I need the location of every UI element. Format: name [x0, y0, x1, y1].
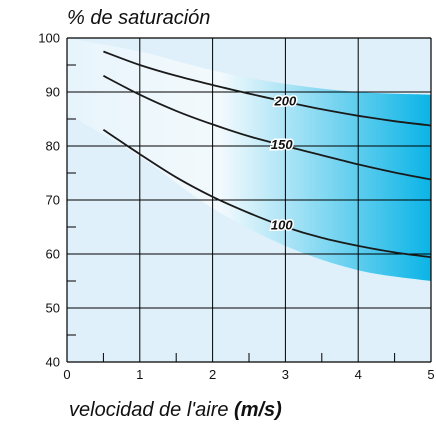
curve-label-150: 150 [271, 137, 293, 152]
curve-200 [103, 50, 432, 127]
y-tick-label: 50 [46, 301, 60, 316]
x-tick-label: 3 [282, 367, 289, 382]
saturation-band [67, 38, 431, 281]
curve-label-200: 200 [274, 94, 297, 109]
x-axis-label-text: velocidad de l'aire [69, 399, 234, 421]
curves: 200 150 100 [102, 50, 432, 259]
x-tick-label: 5 [427, 367, 434, 382]
curve-150 [102, 75, 432, 181]
axis-ticks [67, 64, 396, 362]
y-tick-label: 80 [46, 139, 60, 154]
curve-100 [102, 129, 432, 259]
y-tick-label: 100 [38, 31, 60, 46]
tick-labels: 0 1 2 3 4 5 40 50 60 70 80 90 100 [38, 31, 434, 383]
x-tick-label: 2 [209, 367, 216, 382]
grid-lines [66, 37, 432, 363]
x-tick-label: 0 [63, 367, 70, 382]
y-tick-label: 40 [46, 355, 60, 370]
curve-label-100: 100 [271, 218, 293, 233]
y-tick-label: 60 [46, 247, 60, 262]
chart-title: % de saturación [67, 7, 210, 29]
y-tick-label: 70 [46, 193, 60, 208]
x-tick-label: 1 [136, 367, 143, 382]
x-tick-label: 4 [355, 367, 362, 382]
y-tick-label: 90 [46, 85, 60, 100]
x-axis-label-unit: (m/s) [234, 399, 282, 421]
x-axis-label: velocidad de l'aire (m/s) [69, 399, 282, 421]
